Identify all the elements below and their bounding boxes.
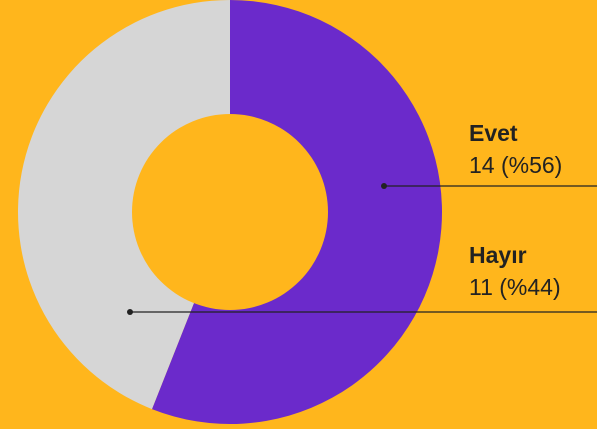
leader-dot-hayir bbox=[127, 309, 133, 315]
slice-value-evet: 14 (%56) bbox=[469, 152, 563, 178]
leader-dot-evet bbox=[381, 183, 387, 189]
leader-lines-group bbox=[127, 183, 597, 315]
donut-hole bbox=[132, 114, 328, 310]
slice-label-hayir: Hayır bbox=[469, 242, 527, 268]
slice-value-hayir: 11 (%44) bbox=[469, 274, 561, 300]
slice-hayir bbox=[17, 0, 230, 410]
slice-label-evet: Evet bbox=[469, 120, 518, 146]
